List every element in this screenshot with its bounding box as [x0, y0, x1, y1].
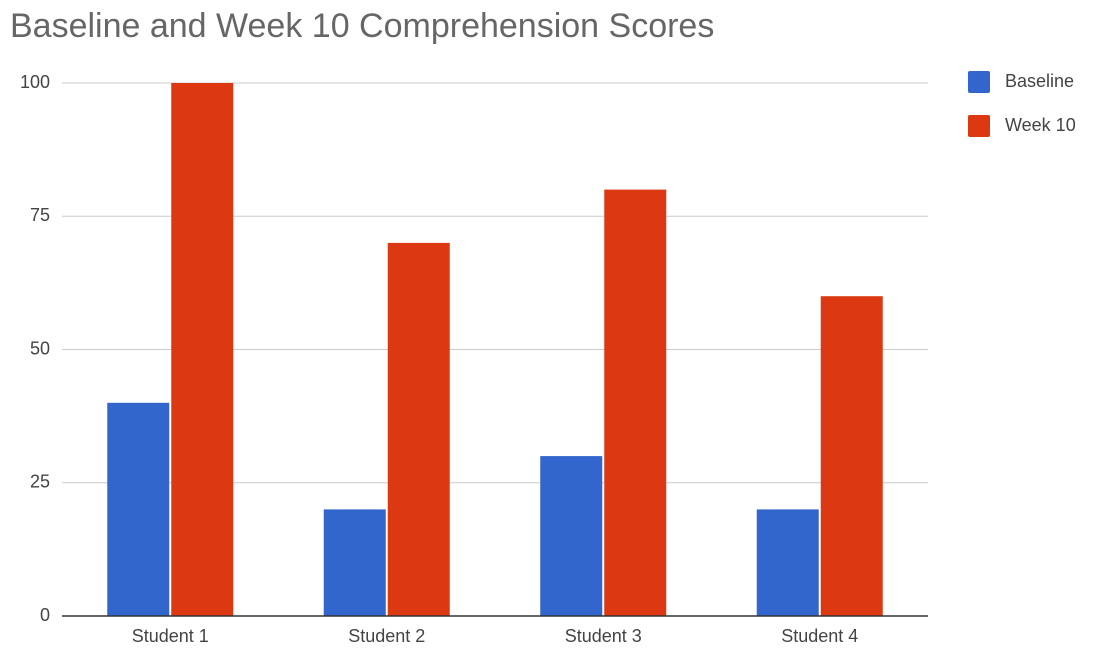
y-tick-label: 0 — [40, 605, 50, 625]
x-tick-label: Student 4 — [781, 626, 858, 646]
chart-title: Baseline and Week 10 Comprehension Score… — [10, 7, 714, 45]
bar — [540, 456, 603, 616]
bar — [604, 189, 667, 616]
bar — [820, 296, 883, 616]
y-tick-label: 25 — [30, 472, 50, 492]
legend-swatch — [968, 115, 990, 137]
bar — [756, 509, 819, 616]
bar — [107, 402, 170, 616]
y-tick-label: 75 — [30, 205, 50, 225]
x-tick-label: Student 3 — [565, 626, 642, 646]
x-tick-label: Student 1 — [132, 626, 209, 646]
legend-swatch — [968, 71, 990, 93]
bar — [323, 509, 386, 616]
y-tick-label: 50 — [30, 338, 50, 358]
bar — [171, 83, 234, 616]
x-tick-label: Student 2 — [348, 626, 425, 646]
legend-label: Baseline — [1005, 71, 1074, 91]
legend-label: Week 10 — [1005, 115, 1076, 135]
bar — [387, 242, 450, 616]
y-tick-label: 100 — [20, 72, 50, 92]
